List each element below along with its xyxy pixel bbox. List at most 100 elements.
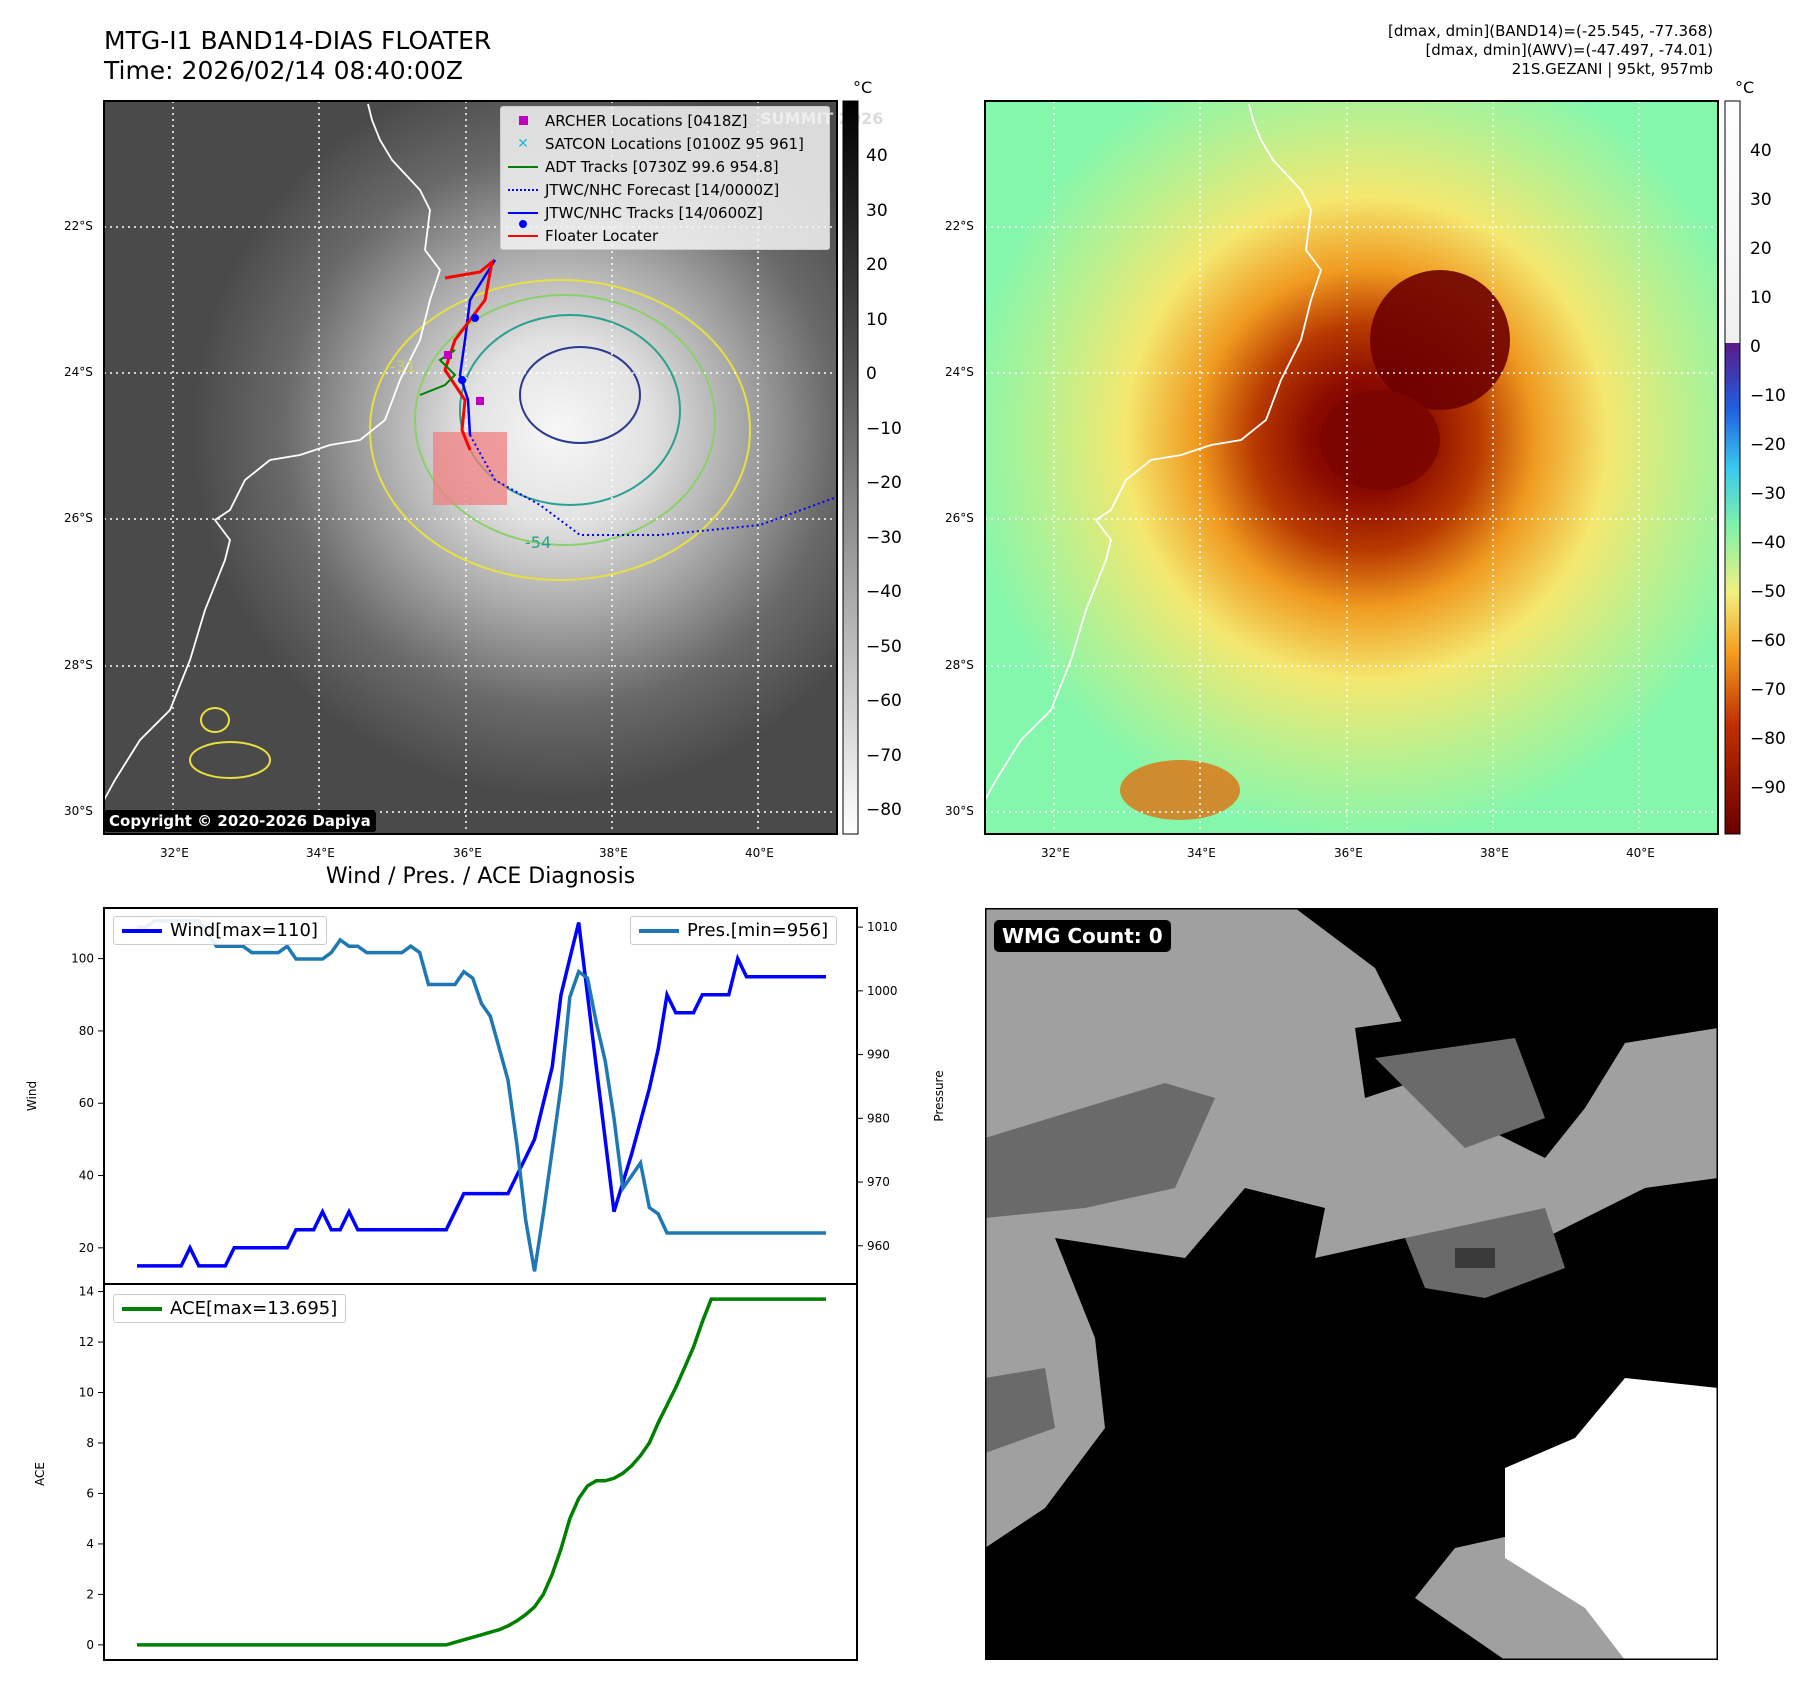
title-line1: MTG-I1 BAND14-DIAS FLOATER [104,26,492,55]
contour-navy [519,346,641,444]
info-band14: [dmax, dmin](BAND14)=(-25.545, -77.368) [1388,22,1713,40]
lon-label: 36°E [453,846,482,860]
line-marker-icon [122,1306,162,1311]
jtwc-forecast [469,434,838,536]
jtwc-point [471,314,479,322]
legend-label: Floater Locater [545,226,659,245]
awv-core-1 [1370,270,1510,410]
copyright-badge: Copyright © 2020-2026 Dapiya [104,810,376,832]
axis-tick-label: 80 [79,1024,94,1038]
square-marker-icon [518,116,528,125]
lat-label: 30°S [64,804,93,818]
awv-core-2 [1320,390,1440,490]
wmg-dark-gray-region [985,1083,1215,1218]
colorbar-tick-label: −40 [866,582,902,602]
colorbar-tick-label: −90 [1750,778,1786,798]
legend-label: ARCHER Locations [0418Z] [545,111,748,130]
axis-tick-label: 960 [867,1239,890,1253]
axis-tick-label: 4 [86,1537,94,1551]
wind-series-line [137,922,826,1268]
dotted-line-icon [508,188,538,191]
axis-tick-label: 980 [867,1111,890,1125]
axis-tick-label: 14 [79,1285,94,1299]
axis-tick-label: 1010 [867,920,898,934]
awv-frame [984,100,1719,835]
line-dot-marker-icon [508,211,538,214]
legend-floater: Floater Locater [501,224,829,247]
contour-yellow-small [189,741,271,779]
lon-label: 36°E [1334,846,1363,860]
wind-legend: Wind[max=110] [113,916,327,945]
legend-adt: ADT Tracks [0730Z 99.6 954.8] [501,155,829,178]
contour-label-54: -54 [525,533,551,552]
legend-label: JTWC/NHC Forecast [14/0000Z] [545,180,780,199]
colorbar-tick-label: −20 [1750,435,1786,455]
lat-label: 28°S [945,658,974,672]
legend-forecast: JTWC/NHC Forecast [14/0000Z] [501,178,829,201]
ace-frame [103,1283,858,1661]
wmg-black-region [985,1178,1718,1660]
floater-box [433,432,507,505]
lon-label: 34°E [1187,846,1216,860]
ir-colorbar [842,100,859,835]
ace-axis: 0 2 4 6 8 10 12 14 [79,1285,104,1652]
axis-tick-label: 20 [79,1241,94,1255]
axis-tick-label: 1000 [867,984,898,998]
archer-marker [444,351,452,359]
lat-label: 26°S [945,511,974,525]
pressure-series-line [137,918,826,1272]
colorbar-tick-label: −10 [866,418,902,439]
axis-tick-label: 990 [867,1048,890,1062]
contour-green [414,294,716,546]
diagnosis-title: Wind / Pres. / ACE Diagnosis [325,864,636,889]
colorbar-tick-label: −10 [1750,386,1786,406]
floater-locater-track [443,258,495,451]
colorbar-tick-label: 30 [1750,190,1772,210]
ace-legend-label: ACE[max=13.695] [170,1298,338,1319]
lat-label: 24°S [945,365,974,379]
axis-tick-label: 60 [79,1096,94,1110]
wmg-white-region [1505,1378,1718,1660]
title-line2: Time: 2026/02/14 08:40:00Z [104,56,463,85]
lat-label: 30°S [945,804,974,818]
legend-archer: ARCHER Locations [0418Z] [501,109,829,132]
awv-colorbar [1724,100,1741,835]
axis-tick-label: 0 [86,1638,94,1652]
axis-tick-label: 40 [79,1169,94,1183]
ir-frame [103,100,838,835]
lon-label: 38°E [599,846,628,860]
lon-label: 34°E [306,846,335,860]
lon-label: 40°E [1626,846,1655,860]
awv-blob [1120,760,1240,820]
wmg-dark-gray-region [1375,1038,1545,1148]
awv-colorbar-unit: °C [1735,78,1755,97]
track-legend: ARCHER Locations [0418Z] ✕ SATCON Locati… [500,106,830,250]
info-storm: 21S.GEZANI | 95kt, 957mb [1511,60,1713,78]
lon-label: 32°E [1041,846,1070,860]
contour-label-31: -31 [390,357,416,376]
legend-label: JTWC/NHC Tracks [14/0600Z] [545,203,763,222]
axis-tick-label: 2 [86,1587,94,1601]
ace-series-line [137,1297,826,1647]
colorbar-tick-label: −80 [866,800,902,820]
info-awv: [dmax, dmin](AWV)=(-47.497, -74.01) [1425,41,1713,59]
ace-legend: ACE[max=13.695] [113,1294,347,1323]
colorbar-tick-label: 0 [866,364,877,384]
axis-tick-label: 6 [86,1486,94,1500]
colorbar-tick-label: 40 [1750,141,1772,161]
line-marker-icon [122,928,162,933]
ace-axis-label: ACE [33,1462,47,1486]
lat-label: 22°S [945,219,974,233]
colorbar-tick-label: −70 [1750,680,1786,700]
wmg-panel [985,908,1718,1660]
lon-label: 40°E [745,846,774,860]
jtwc-track [458,259,497,436]
wmg-dark-gray-region [985,1368,1055,1453]
line-marker-icon [639,928,679,933]
colorbar-tick-label: −30 [1750,484,1786,504]
colorbar-tick-label: 10 [866,309,888,330]
wmg-count-badge: WMG Count: 0 [994,920,1171,952]
axis-tick-label: 100 [71,952,94,966]
legend-jtwc: JTWC/NHC Tracks [14/0600Z] [501,201,829,228]
pres-legend-label: Pres.[min=956] [687,920,829,941]
